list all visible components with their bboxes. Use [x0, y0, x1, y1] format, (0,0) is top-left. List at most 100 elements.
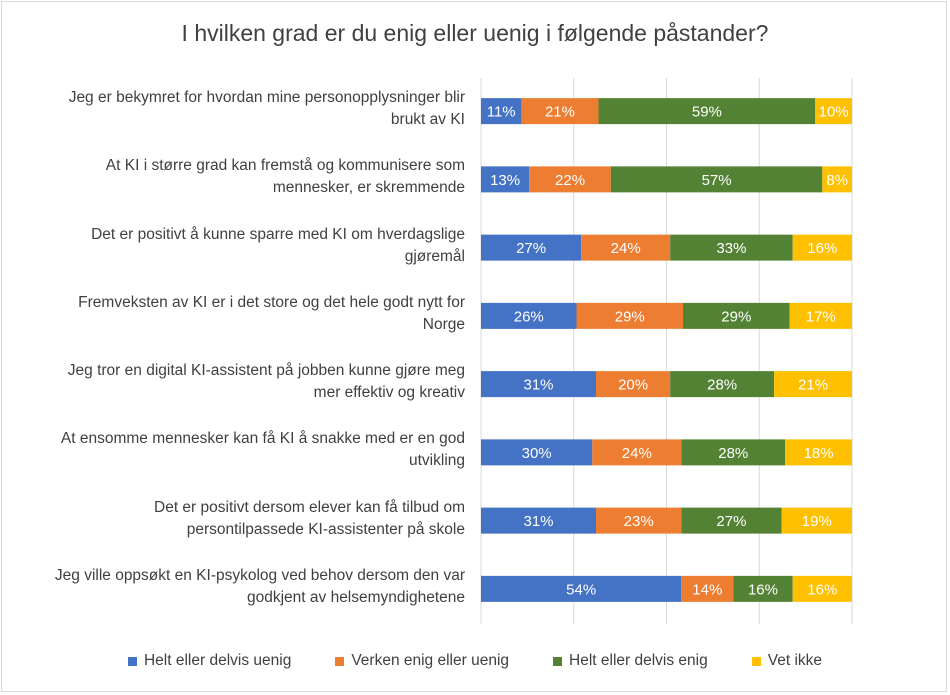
data-label: 28% — [718, 445, 748, 462]
category-label: Jeg tror en digital KI-assistent på jobb… — [10, 360, 465, 404]
legend-swatch — [335, 656, 345, 666]
category-label-line: utvikling — [409, 452, 465, 470]
data-label: 28% — [707, 377, 737, 394]
category-label-line: Fremveksten av KI er i det store og det … — [78, 293, 465, 311]
category-label-line: At KI i større grad kan fremstå og kommu… — [105, 157, 465, 175]
bar-segment — [581, 234, 671, 261]
legend-label: Vet ikke — [767, 652, 823, 669]
data-label: 20% — [618, 377, 648, 394]
bar-segment — [792, 234, 852, 261]
bar-segment — [822, 166, 852, 193]
legend-label: Verken enig eller uenig — [351, 652, 510, 669]
data-label: 8% — [826, 172, 848, 189]
category-label: At KI i større grad kan fremstå og kommu… — [10, 155, 465, 199]
bar-segment — [481, 507, 597, 534]
legend-item: Verken enig eller uenig — [335, 652, 509, 670]
data-label: 30% — [522, 445, 552, 462]
category-label-line: Det er positivt dersom elever kan få til… — [154, 498, 465, 516]
data-label: 16% — [748, 581, 778, 598]
category-label: Jeg ville oppsøkt en KI-psykolog ved beh… — [10, 565, 465, 609]
bar-segment — [681, 575, 734, 602]
legend-label: Helt eller delvis uenig — [143, 652, 292, 669]
category-label-line: Jeg tror en digital KI-assistent på jobb… — [67, 362, 465, 380]
bar-segment — [592, 439, 682, 466]
bar-segment — [598, 98, 816, 125]
bar-segment — [733, 575, 793, 602]
category-label-line: persontilpassede KI-assistenter på skole — [186, 520, 465, 538]
category-label-line: mer effektiv og kreativ — [313, 384, 465, 402]
data-label: 22% — [555, 172, 585, 189]
bar-segment — [481, 234, 582, 261]
data-label: 23% — [624, 513, 654, 530]
data-label: 27% — [716, 513, 746, 530]
bar-segment — [792, 575, 852, 602]
data-label: 18% — [804, 445, 834, 462]
category-label: At ensomme mennesker kan få KI å snakke … — [10, 428, 465, 472]
category-label-line: mennesker, er skremmende — [272, 179, 465, 197]
data-label: 16% — [807, 581, 837, 598]
data-label: 21% — [798, 377, 828, 394]
category-label: Jeg er bekymret for hvordan mine persono… — [10, 87, 465, 131]
category-label-line: At ensomme mennesker kan få KI å snakke … — [60, 430, 465, 448]
data-label: 29% — [721, 308, 751, 325]
data-label: 57% — [702, 172, 732, 189]
data-label: 27% — [516, 240, 546, 257]
data-label: 33% — [716, 240, 746, 257]
bar-segment — [596, 507, 682, 534]
chart-title: I hvilken grad er du enig eller uenig i … — [181, 20, 769, 46]
bar-segment — [481, 302, 577, 329]
data-label: 16% — [807, 240, 837, 257]
data-label: 54% — [566, 581, 596, 598]
bar-segment — [670, 234, 793, 261]
bar-segment — [681, 507, 782, 534]
legend-label: Helt eller delvis enig — [569, 652, 708, 669]
category-label-line: gjøremål — [404, 247, 465, 265]
bar-segment — [610, 166, 823, 193]
legend-swatch — [553, 656, 563, 666]
legend-swatch — [751, 656, 761, 666]
data-label: 19% — [802, 513, 832, 530]
bar-segment — [481, 98, 522, 125]
bar-segment — [815, 98, 852, 125]
category-label: Det er positivt å kunne sparre med KI om… — [10, 224, 465, 268]
bar-segment — [789, 302, 852, 329]
bar-segment — [681, 439, 786, 466]
category-label-line: brukt av KI — [390, 111, 465, 129]
data-label: 31% — [523, 513, 553, 530]
bar-segment — [481, 371, 597, 398]
category-label: Fremveksten av KI er i det store og det … — [10, 292, 465, 336]
bar-segment — [481, 575, 682, 602]
bar-segment — [781, 507, 852, 534]
legend-swatch — [127, 656, 137, 666]
category-label-line: Jeg er bekymret for hvordan mine persono… — [68, 89, 465, 107]
bar-segment — [481, 439, 593, 466]
data-label: 29% — [615, 308, 645, 325]
category-label-line: godkjent av helsemyndighetene — [246, 588, 465, 606]
data-label: 21% — [545, 104, 575, 121]
legend: Helt eller delvis uenig Verken enig eller… — [0, 652, 950, 670]
category-label-line: Jeg ville oppsøkt en KI-psykolog ved beh… — [54, 566, 465, 584]
bar-segment — [670, 371, 775, 398]
bar-segment — [481, 166, 530, 193]
data-label: 13% — [490, 172, 520, 189]
bar-segment — [774, 371, 852, 398]
bar-segment — [683, 302, 790, 329]
category-label-line: Norge — [422, 315, 465, 333]
bar-segment — [521, 98, 599, 125]
bar-segment — [785, 439, 852, 466]
bar-segment — [596, 371, 671, 398]
data-label: 24% — [611, 240, 641, 257]
bar-segment — [576, 302, 684, 329]
legend-item: Helt eller delvis enig — [553, 652, 708, 670]
legend-item: Helt eller delvis uenig — [127, 652, 292, 670]
data-label: 31% — [523, 377, 553, 394]
bar-segment — [529, 166, 611, 193]
data-label: 26% — [514, 308, 544, 325]
data-label: 24% — [622, 445, 652, 462]
data-label: 11% — [487, 104, 516, 121]
category-label-line: Det er positivt å kunne sparre med KI om… — [91, 225, 465, 243]
data-label: 14% — [692, 581, 722, 598]
data-label: 59% — [692, 104, 722, 121]
data-label: 10% — [819, 104, 849, 121]
